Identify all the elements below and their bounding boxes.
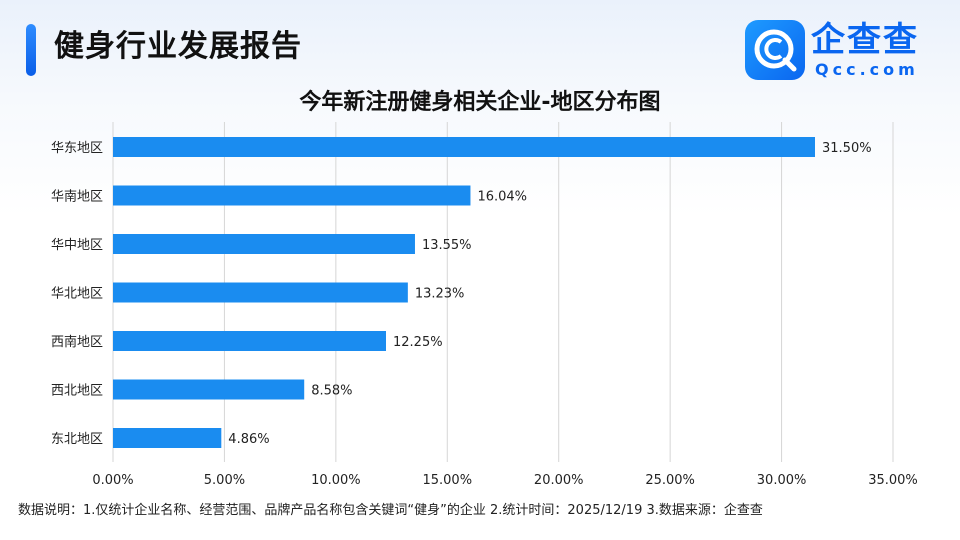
qcc-logo-icon — [745, 20, 805, 80]
value-label: 13.55% — [422, 238, 472, 253]
category-label: 华南地区 — [51, 189, 103, 205]
bar — [113, 137, 815, 157]
x-tick-label: 15.00% — [422, 473, 472, 488]
logo-wordmark: 企查查 — [811, 20, 919, 60]
bar — [113, 379, 305, 400]
bar — [113, 282, 408, 303]
title-accent-bar — [26, 24, 36, 76]
x-tick-label: 35.00% — [868, 473, 918, 488]
value-label: 4.86% — [228, 432, 269, 447]
category-label: 华北地区 — [51, 287, 103, 302]
bar — [113, 185, 471, 206]
bars — [113, 137, 815, 448]
x-tick-label: 25.00% — [645, 473, 695, 488]
bar — [113, 428, 222, 448]
chart-title: 今年新注册健身相关企业-地区分布图 — [299, 90, 661, 115]
bar — [113, 234, 415, 254]
value-label: 13.23% — [415, 287, 465, 302]
category-label: 西南地区 — [51, 334, 103, 350]
value-label: 8.58% — [311, 384, 352, 399]
bar — [113, 331, 386, 351]
qcc-logo: 企查查 Qcc.com — [745, 20, 935, 82]
x-axis-tick-labels: 0.00% 5.00% 10.00% 15.00% 20.00% 25.00% 30.00%… — [92, 473, 917, 488]
x-tick-label: 30.00% — [757, 473, 807, 488]
x-tick-label: 20.00% — [534, 473, 584, 488]
report-title: 健身行业发展报告 — [54, 29, 302, 64]
category-label: 东北地区 — [51, 432, 103, 447]
value-label: 31.50% — [822, 141, 872, 156]
x-tick-label: 5.00% — [204, 473, 245, 488]
value-label: 12.25% — [393, 335, 443, 350]
grid-lines — [112, 122, 894, 462]
category-label: 华中地区 — [51, 238, 103, 253]
category-label: 西北地区 — [51, 384, 103, 399]
category-label: 华东地区 — [51, 141, 103, 156]
x-tick-label: 0.00% — [92, 473, 133, 488]
logo-domain: Qcc.com — [815, 60, 919, 79]
data-footnote: 数据说明：1.仅统计企业名称、经营范围、品牌产品名称包含关键词“健身”的企业 2… — [18, 503, 763, 518]
value-labels: 31.50% 16.04% 13.55% 13.23% 12.25% 8.58% 4.86% — [228, 141, 871, 447]
value-label: 16.04% — [477, 190, 527, 205]
x-tick-label: 10.00% — [311, 473, 361, 488]
